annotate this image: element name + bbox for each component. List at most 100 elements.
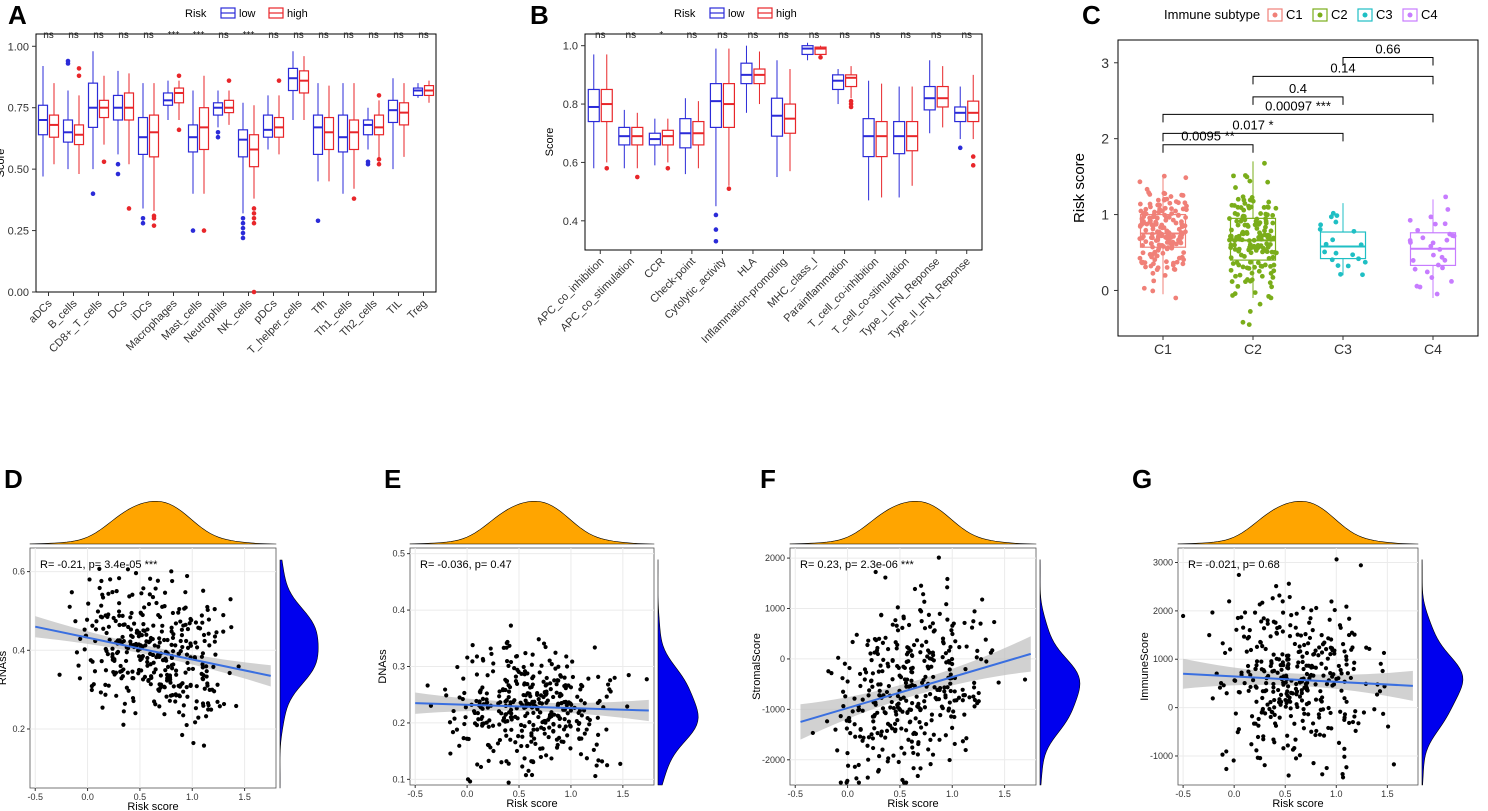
scatter-point — [1338, 625, 1343, 630]
scatter-point — [857, 707, 862, 712]
significance-label: ns — [870, 30, 881, 41]
scatter-point — [147, 651, 153, 656]
outlier-point — [251, 215, 257, 221]
scatter-point — [1266, 673, 1271, 679]
scatter-point — [199, 654, 205, 659]
outlier-point — [251, 206, 257, 211]
scatter-point — [895, 628, 901, 633]
jitter-point — [1262, 262, 1268, 268]
scatter-point — [1260, 706, 1266, 712]
significance-label: ns — [318, 30, 329, 41]
scatter-point — [886, 756, 891, 761]
scatter-point — [972, 609, 977, 614]
jitter-point — [1137, 179, 1143, 185]
jitter-point — [1407, 217, 1413, 223]
scatter-point — [525, 743, 530, 749]
scatter-point — [944, 602, 949, 607]
scatter-point — [1377, 689, 1383, 694]
scatter-point — [111, 615, 116, 621]
scatter-point — [1306, 641, 1311, 646]
scatter-point — [1319, 633, 1324, 638]
jitter-point — [1169, 211, 1175, 216]
scatter-point — [525, 691, 530, 696]
scatter-point — [858, 727, 863, 732]
jitter-point — [1242, 254, 1247, 259]
scatter-point — [894, 646, 899, 651]
scatter-point — [893, 640, 898, 645]
scatter-point — [908, 719, 913, 724]
scatter-point — [608, 678, 613, 683]
regression-line — [1183, 672, 1413, 687]
scatter-point — [873, 700, 878, 705]
scatter-point — [1352, 714, 1357, 719]
box-low — [893, 120, 906, 155]
scatter-point — [618, 761, 623, 767]
scatter-point — [885, 646, 891, 652]
scatter-point — [910, 665, 915, 670]
jitter-point — [1161, 173, 1167, 179]
scatter-point — [156, 687, 161, 692]
scatter-point — [110, 646, 115, 651]
scatter-point — [1340, 641, 1346, 647]
jitter-point — [1240, 319, 1246, 325]
scatter-point — [228, 597, 233, 602]
scatter-point — [901, 780, 907, 785]
jitter-point — [1358, 242, 1364, 248]
scatter-point — [190, 666, 196, 672]
scatter-point — [111, 669, 116, 675]
scatter-point — [1292, 641, 1297, 647]
scatter-point — [1338, 667, 1343, 673]
scatter-point — [922, 731, 927, 736]
jitter-point — [1360, 272, 1365, 278]
scatter-point — [559, 739, 564, 744]
jitter-point — [1335, 263, 1341, 269]
scatter-point — [564, 654, 569, 659]
scatter-point — [876, 669, 881, 674]
scatter-point — [915, 752, 920, 757]
jitter-point — [1150, 270, 1156, 276]
scatter-point — [87, 577, 92, 582]
scatter-point — [118, 669, 123, 674]
outlier-point — [726, 186, 732, 192]
jitter-point — [1241, 207, 1247, 213]
scatter-point — [1334, 676, 1339, 682]
jitter-point — [1162, 272, 1168, 278]
outlier-point — [315, 218, 321, 224]
outlier-point — [240, 225, 246, 231]
outlier-point — [90, 191, 96, 197]
jitter-point — [1228, 242, 1234, 248]
scatter-point — [1241, 634, 1247, 639]
x-tick-label: -0.5 — [407, 789, 423, 799]
scatter-point — [526, 768, 531, 773]
scatter-point — [1299, 688, 1304, 693]
scatter-point — [106, 624, 111, 629]
jitter-point — [1258, 211, 1264, 216]
scatter-point — [904, 652, 910, 657]
scatter-point — [978, 657, 984, 662]
scatter-point — [862, 677, 867, 682]
scatter-point — [1381, 711, 1386, 716]
scatter-point — [162, 637, 167, 643]
panel-label-g: G — [1132, 464, 1152, 494]
scatter-point — [120, 613, 125, 618]
significance-label: ns — [118, 30, 129, 41]
scatter-point — [558, 691, 563, 696]
scatter-point — [944, 660, 949, 665]
scatter-point — [860, 708, 865, 713]
significance-label: ns — [717, 30, 728, 41]
jitter-point — [1247, 259, 1253, 265]
scatter-point — [215, 699, 220, 704]
scatter-point — [448, 751, 453, 756]
scatter-point — [1336, 740, 1342, 745]
scatter-point — [541, 679, 546, 684]
jitter-point — [1410, 258, 1416, 263]
scatter-point — [1338, 709, 1343, 714]
jitter-point — [1141, 285, 1147, 291]
scatter-point — [950, 725, 955, 730]
scatter-point — [536, 637, 541, 642]
scatter-point — [465, 655, 470, 660]
scatter-point — [1302, 642, 1307, 648]
scatter-point — [584, 756, 589, 761]
scatter-point — [155, 578, 160, 583]
jitter-point — [1317, 226, 1323, 232]
